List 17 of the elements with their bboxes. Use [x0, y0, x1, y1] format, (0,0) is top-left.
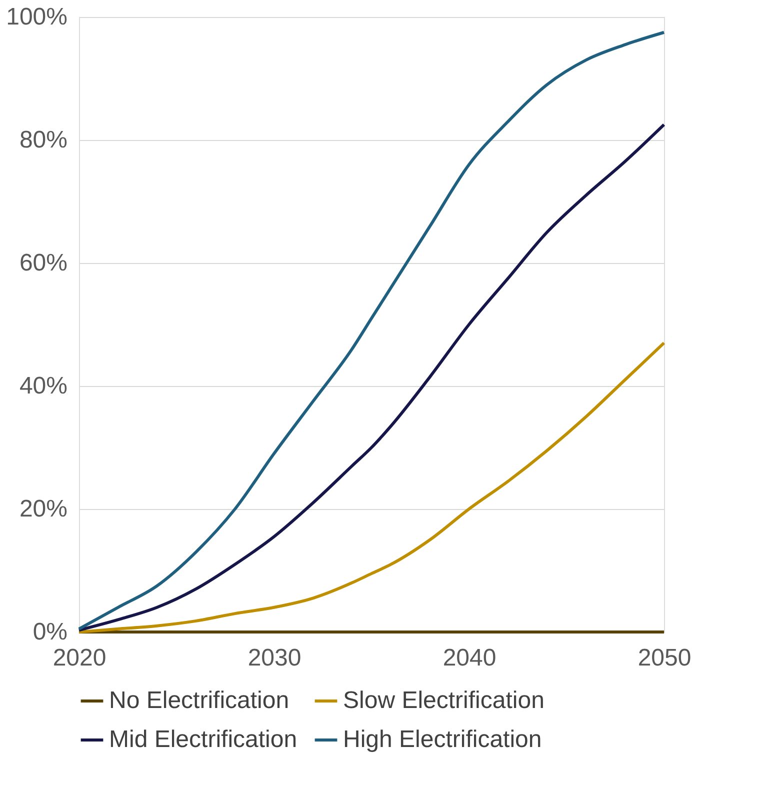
- line-series: [78, 30, 666, 630]
- line-series: [78, 123, 666, 632]
- y-tick-label: 0%: [32, 618, 68, 646]
- y-tick-label: 100%: [6, 4, 68, 30]
- legend-label: No Electrification: [109, 687, 290, 714]
- x-tick-label: 2020: [52, 644, 106, 672]
- legend-label: Slow Electrification: [343, 687, 544, 714]
- y-tick-label: 40%: [19, 372, 68, 400]
- legend-label: High Electrification: [343, 726, 542, 753]
- y-tick-label: 60%: [19, 250, 68, 276]
- y-tick-label: 20%: [19, 496, 68, 522]
- legend-label: Mid Electrification: [109, 726, 298, 753]
- x-tick-label: 2040: [442, 644, 496, 672]
- y-tick-label: 80%: [19, 126, 68, 154]
- x-tick-label: 2030: [248, 644, 302, 672]
- x-tick-label: 2050: [638, 644, 692, 672]
- line-series: [78, 341, 666, 634]
